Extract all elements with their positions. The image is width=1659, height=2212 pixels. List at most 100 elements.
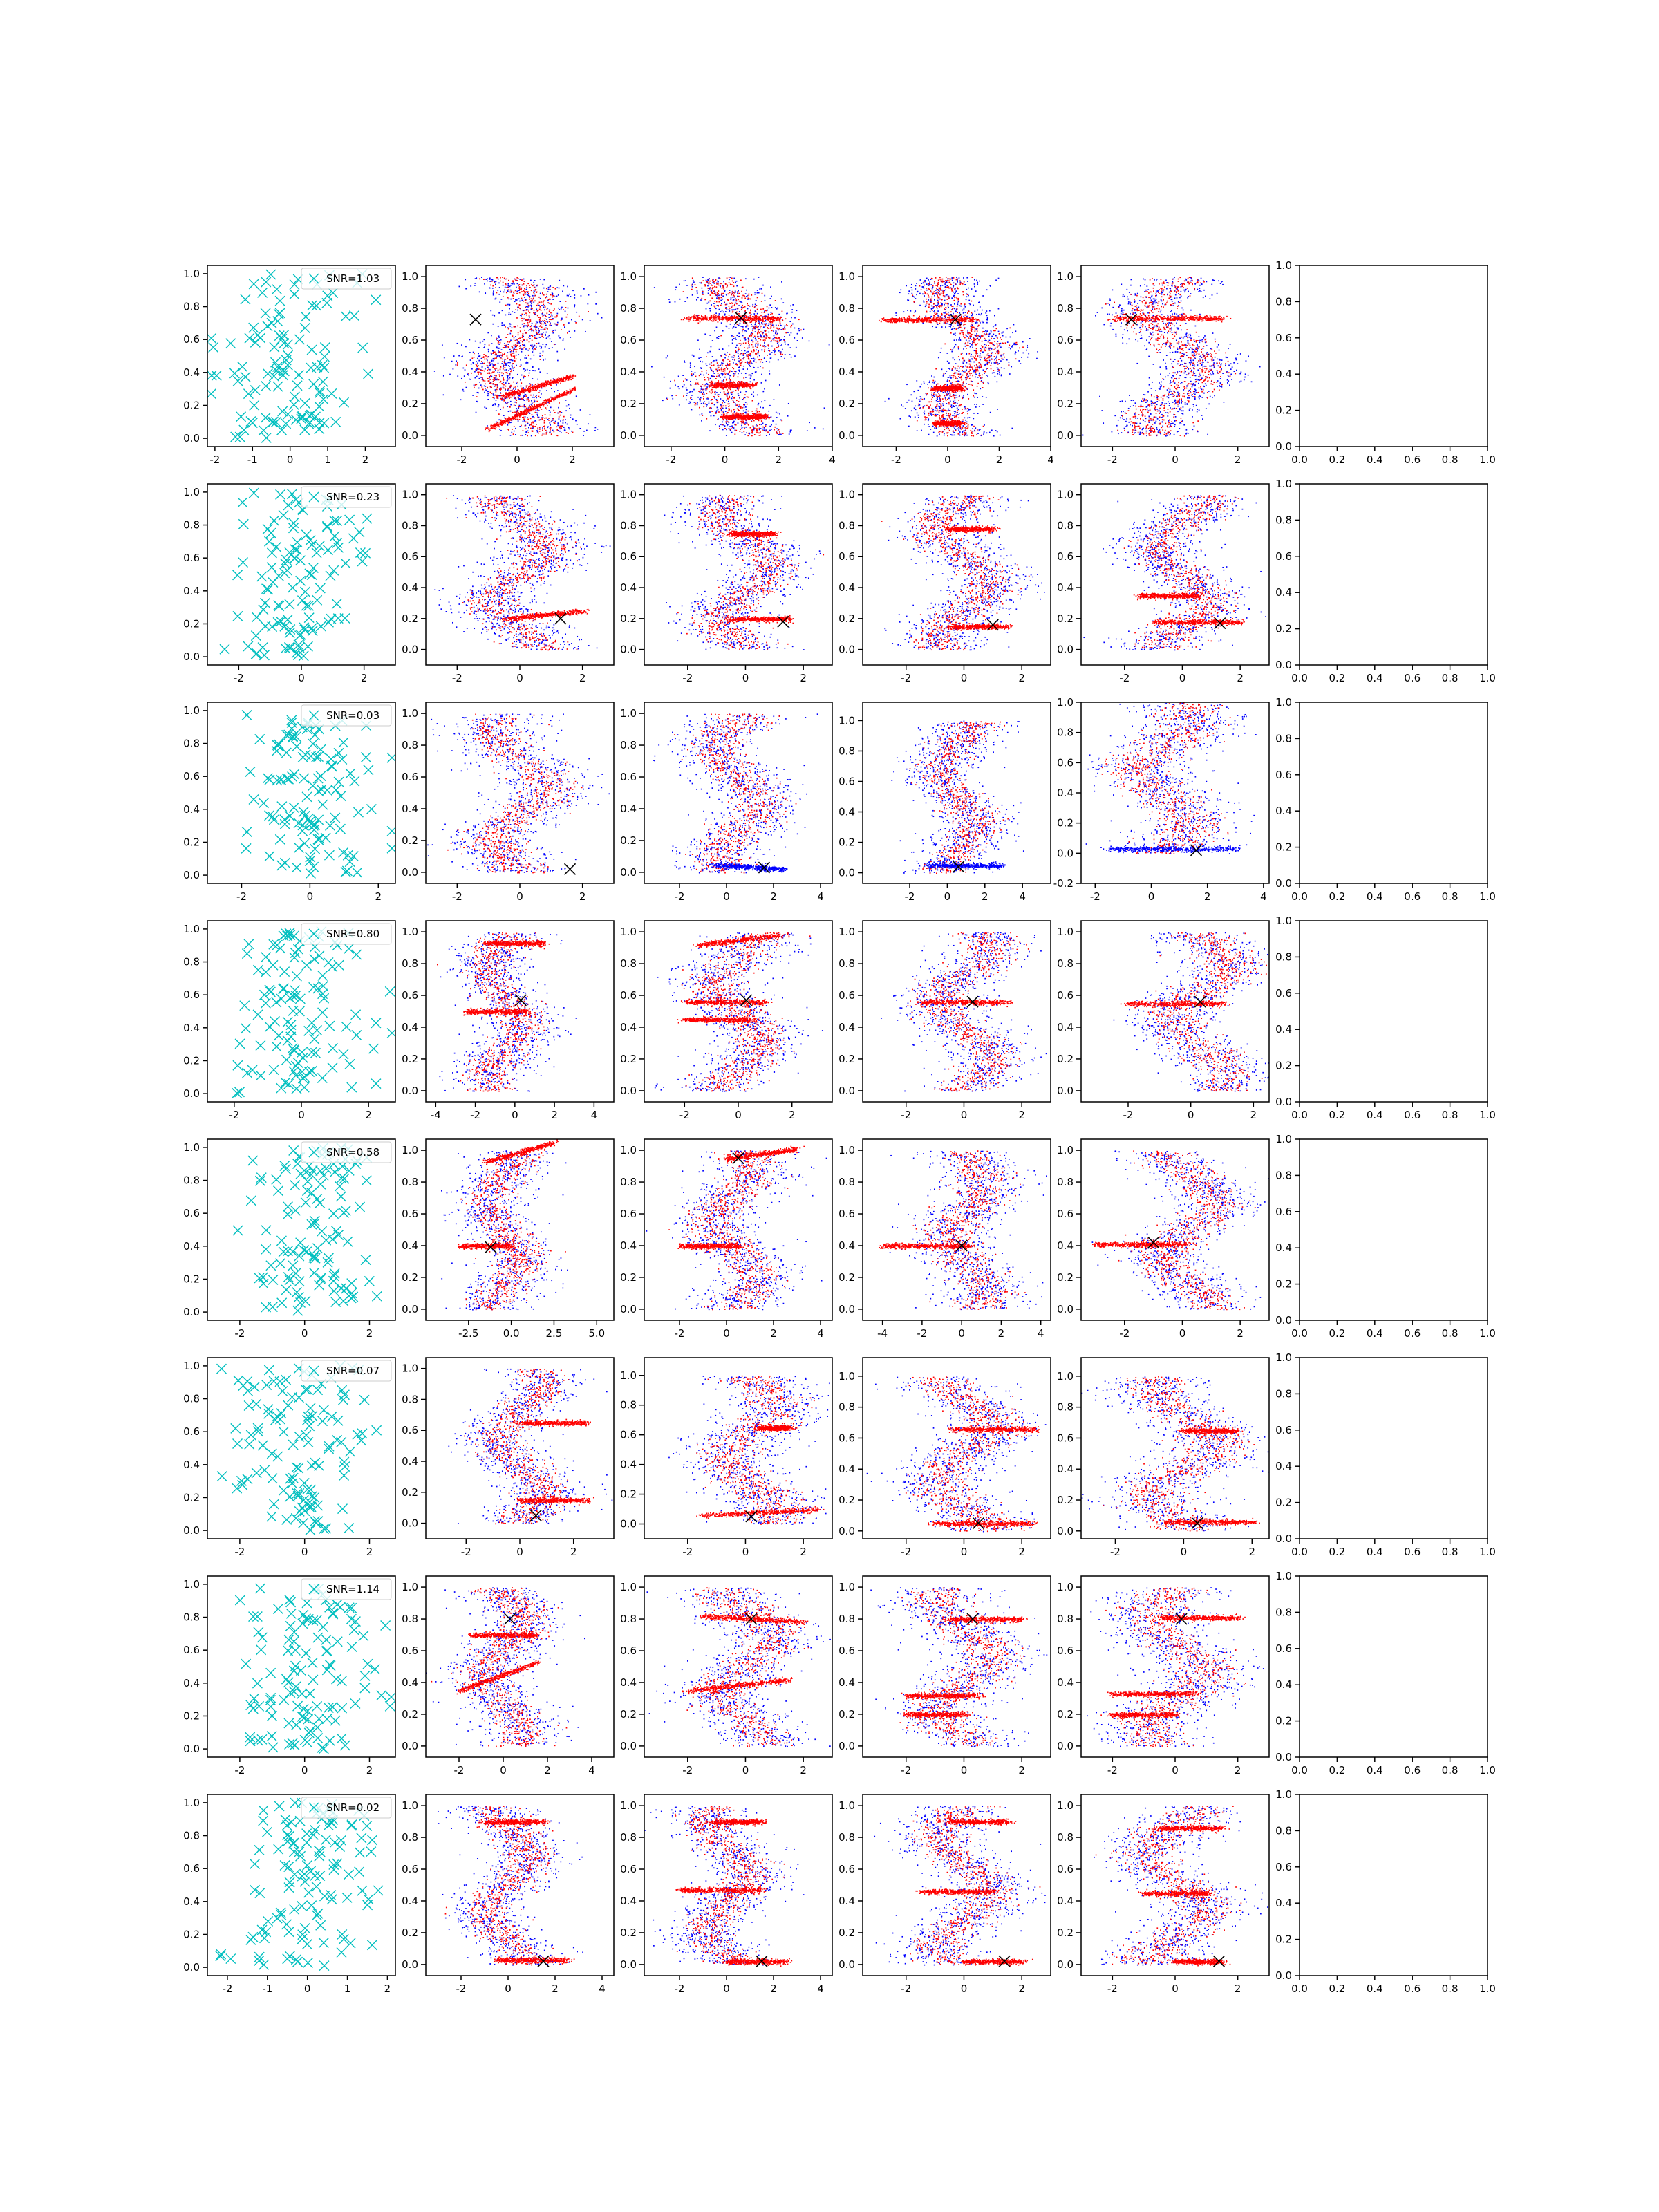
blue-point	[729, 375, 731, 377]
data-point	[277, 425, 287, 435]
red-point	[515, 344, 516, 346]
blue-point	[478, 378, 480, 379]
blue-point	[764, 357, 765, 358]
blue-point	[523, 368, 525, 370]
blue-point	[539, 371, 541, 373]
blue-point	[543, 307, 545, 308]
red-point	[743, 343, 744, 344]
blue-point	[486, 408, 487, 409]
blue-point	[823, 429, 824, 430]
blue-point	[780, 339, 782, 341]
blue-point	[524, 420, 525, 422]
red-point	[457, 364, 458, 366]
red-point	[723, 293, 724, 294]
blue-point	[727, 393, 729, 395]
blue-point	[791, 317, 792, 319]
blue-point	[777, 333, 778, 335]
red-point	[476, 364, 477, 365]
blue-point	[507, 283, 509, 285]
blue-point	[556, 287, 558, 288]
blue-point	[790, 347, 791, 348]
red-point	[776, 332, 777, 333]
blue-point	[478, 365, 479, 366]
band-point	[760, 319, 762, 321]
red-point	[549, 310, 550, 312]
red-point	[713, 287, 714, 288]
red-point	[538, 392, 540, 393]
blue-point	[706, 280, 707, 281]
red-point	[749, 312, 751, 314]
red-point	[733, 375, 734, 377]
blue-point	[492, 315, 494, 316]
blue-point	[541, 329, 542, 330]
blue-point	[726, 429, 727, 430]
red-point	[718, 299, 720, 300]
blue-point	[543, 433, 544, 434]
blue-point	[654, 287, 655, 288]
band-point	[556, 397, 558, 399]
red-point	[716, 400, 718, 402]
red-point	[739, 397, 740, 398]
red-point	[759, 435, 760, 436]
blue-point	[743, 366, 744, 367]
blue-point	[709, 351, 711, 353]
red-point	[497, 386, 498, 388]
blue-point	[711, 408, 712, 409]
blue-point	[496, 339, 497, 340]
red-point	[732, 293, 733, 294]
blue-point	[509, 326, 511, 327]
red-point	[526, 315, 527, 316]
blue-point	[692, 355, 693, 356]
red-point	[549, 319, 550, 320]
blue-point	[534, 421, 535, 422]
blue-point	[471, 364, 472, 365]
band-point	[701, 318, 702, 319]
blue-point	[716, 282, 718, 283]
blue-point	[747, 295, 748, 297]
blue-point	[534, 280, 536, 281]
red-point	[539, 302, 541, 303]
blue-point	[738, 406, 740, 407]
blue-point	[782, 349, 783, 350]
red-point	[712, 288, 713, 290]
blue-point	[563, 422, 564, 424]
red-point	[748, 295, 749, 297]
red-point	[532, 335, 534, 337]
blue-point	[727, 303, 728, 305]
blue-point	[713, 361, 714, 362]
red-point	[487, 373, 488, 374]
red-point	[518, 284, 520, 285]
red-point	[514, 292, 515, 293]
red-point	[546, 312, 547, 314]
band-point	[561, 381, 563, 382]
red-point	[514, 349, 516, 350]
red-point	[538, 330, 540, 331]
red-point	[505, 326, 506, 328]
red-point	[742, 329, 744, 330]
blue-point	[798, 328, 800, 330]
red-point	[725, 304, 727, 306]
band-point	[539, 386, 541, 387]
blue-point	[707, 285, 709, 287]
blue-point	[753, 367, 754, 368]
band-point	[512, 418, 513, 419]
red-point	[722, 371, 724, 372]
red-blue-scatter-panel: -2 0 2 40.00.20.40.60.81.0	[620, 265, 836, 466]
red-point	[550, 316, 551, 317]
blue-point	[768, 325, 769, 326]
band-point	[693, 320, 694, 321]
band-point	[756, 321, 757, 322]
red-point	[531, 335, 532, 336]
red-point	[767, 355, 768, 356]
red-point	[751, 432, 753, 433]
red-point	[722, 407, 723, 409]
blue-point	[749, 345, 750, 346]
blue-point	[507, 380, 508, 382]
blue-point	[515, 405, 516, 406]
red-point	[739, 362, 740, 363]
blue-point	[769, 430, 770, 431]
red-point	[529, 315, 530, 317]
red-point	[501, 373, 503, 374]
blue-point	[540, 337, 541, 338]
blue-point	[720, 392, 721, 393]
